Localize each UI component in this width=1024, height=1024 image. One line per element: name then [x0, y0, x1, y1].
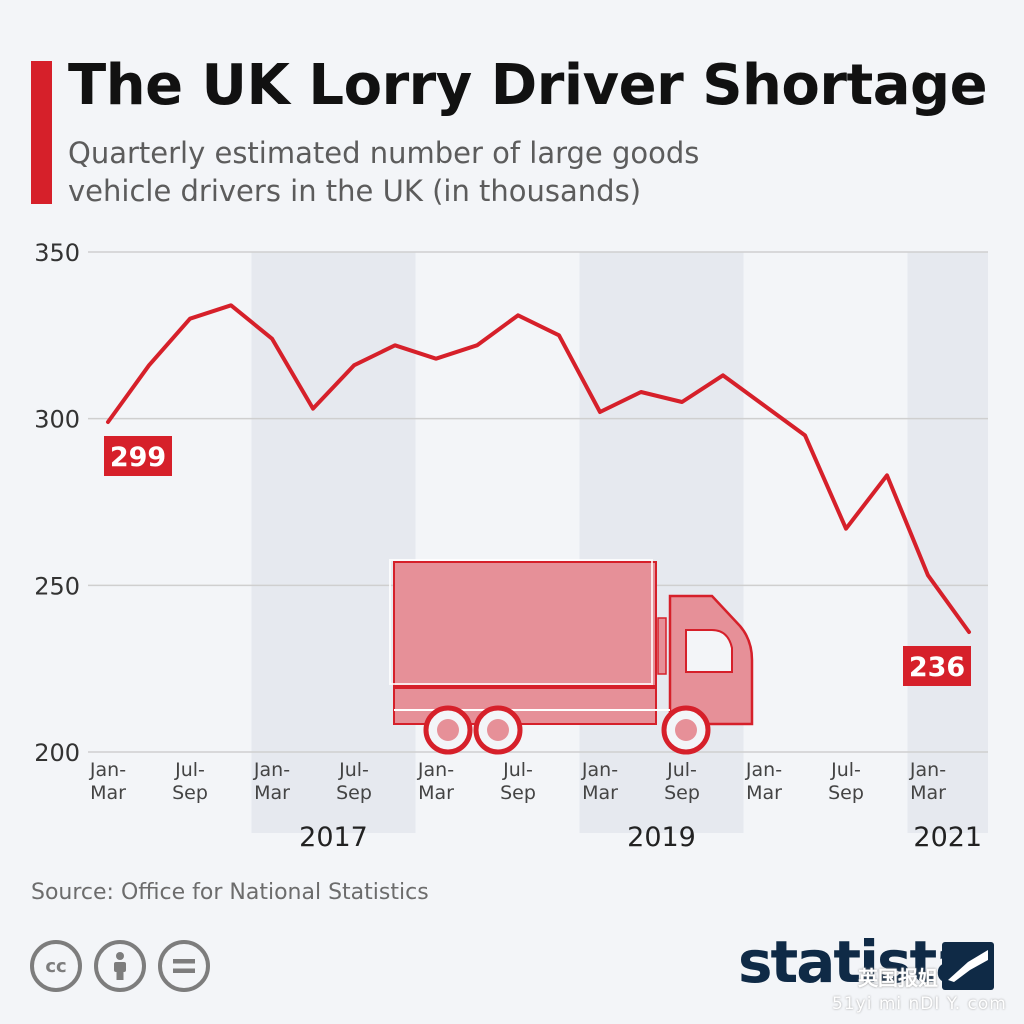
data-point: [229, 303, 233, 307]
data-point: [803, 433, 807, 437]
data-point: [475, 343, 479, 347]
x-tick-label: Jan-: [253, 759, 290, 781]
year-band-2021: [907, 252, 988, 833]
year-label: 2019: [627, 822, 696, 853]
data-point: [516, 313, 520, 317]
data-point: [434, 357, 438, 361]
data-point: [557, 333, 561, 337]
data-point: [106, 420, 110, 424]
chart-subtitle: Quarterly estimated number of large good…: [68, 136, 700, 208]
x-tick-label: Jul-: [830, 759, 861, 781]
data-point: [721, 373, 725, 377]
x-tick-label: Sep: [172, 782, 208, 804]
year-band-2019: [579, 252, 744, 833]
x-tick-label: Sep: [336, 782, 372, 804]
statista-logo-text[interactable]: statista: [738, 928, 974, 996]
value-label: 299: [110, 442, 166, 473]
equals-icon[interactable]: [158, 940, 210, 992]
x-tick-label: Mar: [746, 782, 782, 804]
data-point: [967, 630, 971, 634]
data-point: [680, 400, 684, 404]
source-note: Source: Office for National Statistics: [31, 880, 429, 905]
x-tick-label: Jul-: [338, 759, 369, 781]
title-accent-bar: [31, 61, 52, 204]
data-point: [270, 337, 274, 341]
x-tick-label: Mar: [582, 782, 618, 804]
x-tick-label: Jan-: [745, 759, 782, 781]
x-tick-label: Sep: [828, 782, 864, 804]
chart-title: The UK Lorry Driver Shortage: [68, 53, 988, 118]
y-tick-label: 300: [34, 406, 80, 434]
data-point: [311, 407, 315, 411]
x-tick-label: Jan-: [417, 759, 454, 781]
data-point: [147, 363, 151, 367]
cc-icon[interactable]: cc: [30, 940, 82, 992]
license-icons: cc: [30, 940, 210, 992]
x-tick-label: Jan-: [909, 759, 946, 781]
line-chart: 200250300350299236Jan-MarJul-SepJan-MarJ…: [34, 239, 988, 853]
watermark-text: 英国报姐: [858, 966, 938, 990]
x-tick-label: Mar: [90, 782, 126, 804]
data-point: [926, 573, 930, 577]
y-tick-label: 350: [34, 239, 80, 267]
data-point: [639, 390, 643, 394]
data-point: [352, 363, 356, 367]
value-label-bg: [104, 436, 172, 476]
data-point: [885, 473, 889, 477]
x-tick-label: Mar: [418, 782, 454, 804]
data-point: [188, 317, 192, 321]
x-tick-label: Mar: [254, 782, 290, 804]
x-tick-label: Jan-: [581, 759, 618, 781]
x-tick-label: Sep: [664, 782, 700, 804]
data-point: [393, 343, 397, 347]
x-tick-label: Jul-: [502, 759, 533, 781]
data-point: [844, 527, 848, 531]
y-tick-label: 200: [34, 739, 80, 767]
value-label: 236: [909, 652, 965, 683]
x-tick-label: Sep: [500, 782, 536, 804]
series-line: [106, 303, 971, 634]
year-label: 2017: [299, 822, 368, 853]
year-label: 2021: [913, 822, 982, 853]
x-tick-label: Jan-: [89, 759, 126, 781]
year-band-2017: [251, 252, 416, 833]
data-point: [598, 410, 602, 414]
x-tick-label: Jul-: [174, 759, 205, 781]
person-icon[interactable]: [94, 940, 146, 992]
y-tick-label: 250: [34, 572, 80, 600]
x-tick-label: Mar: [910, 782, 946, 804]
truck-icon: [389, 559, 754, 755]
data-point: [762, 403, 766, 407]
watermark-url: 51yi mi nDI Y. com: [832, 994, 1007, 1014]
x-tick-label: Jul-: [666, 759, 697, 781]
statista-logo-icon: [942, 942, 994, 990]
value-label-bg: [903, 646, 971, 686]
